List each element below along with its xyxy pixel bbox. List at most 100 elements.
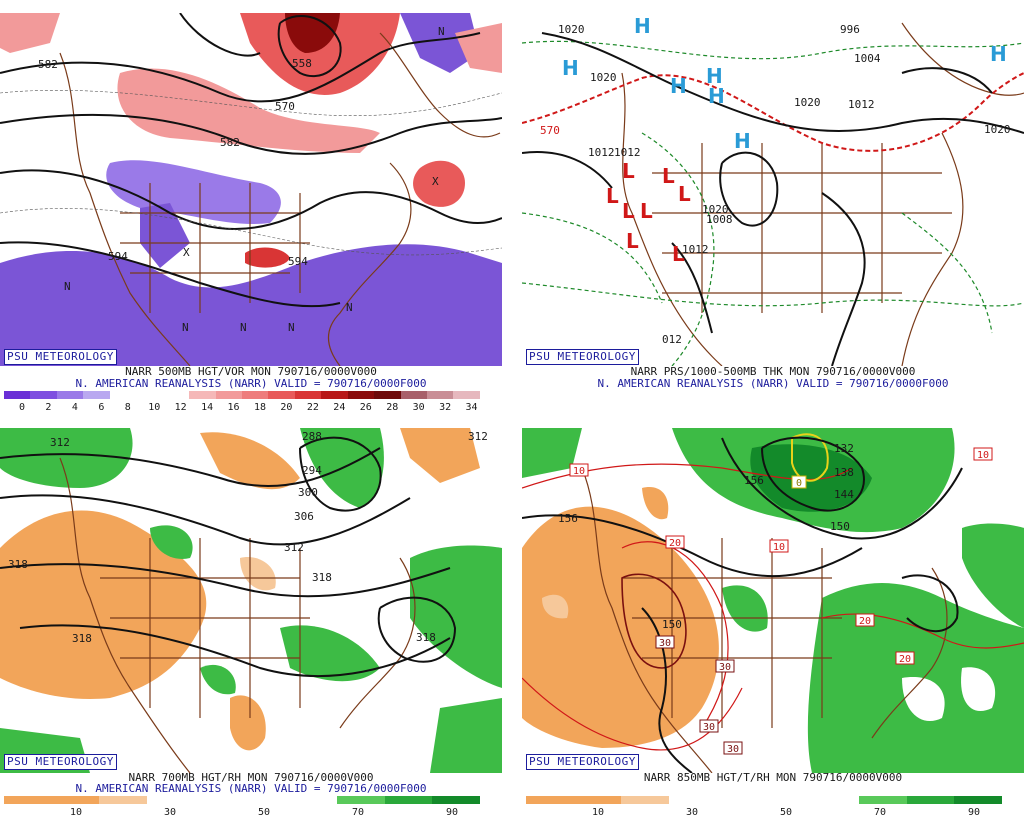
- contour-label: 318: [72, 632, 92, 645]
- colorbar-swatch: [716, 796, 764, 804]
- extremum-marker: X: [183, 246, 190, 259]
- temperature-label: 0: [796, 478, 802, 489]
- colorbar-tick-label: 70: [873, 807, 887, 818]
- temperature-contour-0: [791, 433, 829, 482]
- coastline: [59, 52, 191, 366]
- thickness-570-line: [522, 72, 1024, 152]
- contour-label: 312: [284, 541, 304, 554]
- colorbar-swatch: [347, 391, 375, 399]
- vorticity-negative-area: [0, 244, 502, 366]
- source-badge: PSU METEOROLOGY: [526, 349, 639, 365]
- colorbar-tick-label: 22: [306, 402, 319, 413]
- vorticity-positive-area: [413, 160, 465, 207]
- colorbar-tick-label: 10: [591, 807, 605, 818]
- temperature-label: 20: [669, 538, 681, 549]
- extremum-marker: N: [438, 25, 445, 38]
- colorbar-swatch: [859, 796, 907, 804]
- panel-thickness: 1020 1020 1020 1020 1012 1012 1008 1020 …: [522, 13, 1024, 413]
- isobar-label: 1012: [588, 146, 615, 159]
- contour-label: 138: [834, 466, 854, 479]
- height-contour: [0, 113, 502, 155]
- map-850mb: 156 156 150 144 138 132 150 10 10 10 20 …: [522, 428, 1024, 773]
- colorbar-swatch: [954, 796, 1002, 804]
- colorbar-swatch: [83, 391, 110, 399]
- thickness-label: 570: [540, 124, 560, 137]
- low-pressure-marker: L: [626, 229, 639, 253]
- colorbar-tick-label: 16: [227, 402, 240, 413]
- colorbar-swatch: [146, 796, 195, 804]
- isobar-label: 1012: [682, 243, 709, 256]
- moist-area: [750, 444, 872, 512]
- colorbar-tick-label: 34: [465, 402, 478, 413]
- dry-area: [522, 506, 719, 748]
- contour-label: 594: [288, 255, 308, 268]
- state-borders: [120, 183, 310, 313]
- coastline: [339, 557, 416, 729]
- colorbar-swatch: [294, 391, 322, 399]
- temperature-label: 10: [773, 542, 785, 553]
- contour-label: 558: [292, 57, 312, 70]
- extremum-marker: N: [64, 280, 71, 293]
- contour-label: 306: [294, 510, 314, 523]
- extremum-marker: X: [432, 175, 439, 188]
- panel-700mb: 312 288 294 300 306 312 318 318 318 318 …: [0, 428, 502, 828]
- colorbar-tick-label: 10: [69, 807, 83, 818]
- pressure-contour: [522, 151, 613, 189]
- colorbar-swatch: [51, 796, 100, 804]
- colorbar-tick-label: 50: [779, 807, 793, 818]
- colorbar-tick-label: 32: [439, 402, 452, 413]
- colorbar-tick-label: 8: [124, 402, 131, 413]
- pressure-contour: [821, 192, 866, 366]
- high-pressure-marker: H: [706, 64, 723, 88]
- colorbar-swatch: [321, 391, 348, 399]
- height-contour: [299, 436, 382, 512]
- vorticity-positive-area: [117, 68, 380, 153]
- contour-label: 144: [834, 488, 854, 501]
- thickness-contour: [901, 212, 993, 334]
- pressure-contour: [901, 67, 993, 94]
- coastline: [379, 32, 501, 138]
- chart-subtitle: N. AMERICAN REANALYSIS (NARR) VALID = 79…: [75, 377, 427, 390]
- colorbar-tick-label: 30: [163, 807, 177, 818]
- contour-label: 582: [220, 136, 240, 149]
- dry-area: [230, 695, 266, 751]
- isobar-label: 1020: [702, 203, 729, 216]
- colorbar-swatch: [215, 391, 242, 399]
- colorbar-swatch: [189, 391, 216, 399]
- extremum-marker: N: [240, 321, 247, 334]
- thickness-contour: [522, 282, 1024, 307]
- isobar-label: 1020: [794, 96, 821, 109]
- chart-title: NARR 700MB HGT/RH MON 790716/0000V000: [128, 771, 374, 784]
- isobar-label: 1012: [848, 98, 875, 111]
- pressure-contour: [719, 151, 779, 227]
- height-contour: [377, 596, 457, 663]
- vorticity-positive-area: [245, 247, 290, 268]
- height-contour: [721, 437, 963, 540]
- colorbar-ticks: 10 30 50 70 90: [0, 807, 502, 819]
- colorbar-swatch: [4, 796, 52, 804]
- low-pressure-marker: L: [662, 164, 675, 188]
- colorbar-tick-label: 2: [45, 402, 52, 413]
- low-pressure-marker: L: [678, 182, 691, 206]
- low-pressure-marker: L: [622, 159, 635, 183]
- isobar-label: 1004: [854, 52, 881, 65]
- colorbar: [4, 796, 480, 804]
- chart-title: NARR 500MB HGT/VOR MON 790716/0000V000: [125, 365, 377, 378]
- height-contour: [19, 624, 451, 678]
- colorbar-tick-label: 20: [280, 402, 293, 413]
- contour-label: 594: [108, 250, 128, 263]
- moist-area: [430, 698, 502, 773]
- colorbar-tick-label: 28: [386, 402, 399, 413]
- colorbar-swatch: [621, 796, 669, 804]
- height-contour: [0, 447, 381, 488]
- temperature-contour-30: [621, 573, 687, 669]
- colorbar-swatch: [668, 796, 717, 804]
- contour-label: 156: [744, 474, 764, 487]
- colorbar-swatch: [427, 391, 454, 399]
- colorbar-swatch: [4, 391, 31, 399]
- contour-label: 150: [830, 520, 850, 533]
- source-badge: PSU METEOROLOGY: [4, 754, 117, 770]
- colorbar-swatch: [337, 796, 385, 804]
- high-pressure-marker: H: [708, 84, 725, 108]
- colorbar-swatch: [432, 796, 480, 804]
